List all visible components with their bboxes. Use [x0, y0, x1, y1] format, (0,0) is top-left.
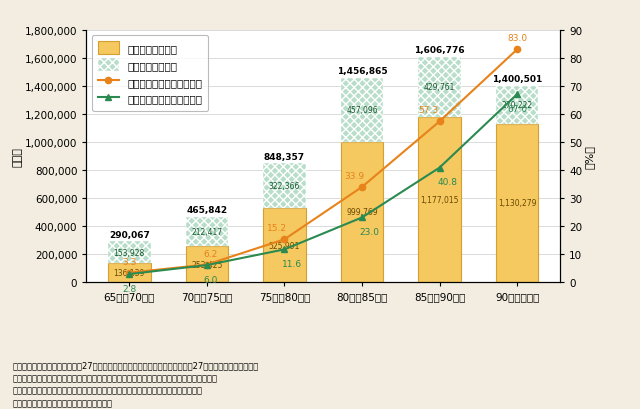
- Text: 848,357: 848,357: [264, 152, 305, 161]
- Y-axis label: （人）: （人）: [12, 146, 22, 166]
- Y-axis label: （%）: （%）: [585, 144, 595, 169]
- Text: （備考）１．厚生労働省「平成27年度介護保険事業状況報告」，総務省「平成27年国勢調査」より作成。
　　　　２．認定者とは，要支援１～２，要介護１～５に認定され: （備考）１．厚生労働省「平成27年度介護保険事業状況報告」，総務省「平成27年国…: [13, 361, 259, 407]
- Text: 15.2: 15.2: [267, 224, 287, 233]
- Text: 253,425: 253,425: [191, 260, 223, 269]
- Bar: [340, 79, 383, 142]
- Text: 457,096: 457,096: [346, 106, 378, 115]
- Legend: 認定者数（女性）, 認定者数（男性）, 認定率（女性）（右目盛）, 認定率（男性）（右目盛）: 認定者数（女性）, 認定者数（男性）, 認定率（女性）（右目盛）, 認定率（男性…: [92, 36, 208, 112]
- Bar: [496, 86, 538, 124]
- Text: 525,991: 525,991: [269, 241, 300, 250]
- Text: 67.0: 67.0: [507, 105, 527, 114]
- Text: 1,400,501: 1,400,501: [492, 75, 542, 84]
- Text: 270,222: 270,222: [502, 101, 532, 110]
- Bar: [418, 118, 461, 282]
- Text: 6.2: 6.2: [204, 249, 218, 258]
- Bar: [263, 209, 306, 282]
- Text: 83.0: 83.0: [507, 34, 527, 43]
- Text: 6.0: 6.0: [204, 275, 218, 284]
- Text: 999,769: 999,769: [346, 208, 378, 217]
- Text: 322,366: 322,366: [269, 182, 300, 191]
- Bar: [418, 58, 461, 118]
- Text: 33.9: 33.9: [344, 171, 364, 180]
- Bar: [186, 217, 228, 247]
- Text: 153,928: 153,928: [114, 248, 145, 257]
- Text: 465,842: 465,842: [186, 206, 227, 215]
- Bar: [340, 142, 383, 282]
- Bar: [263, 164, 306, 209]
- Text: 136,139: 136,139: [113, 268, 145, 277]
- Text: 290,067: 290,067: [109, 230, 150, 239]
- Bar: [108, 242, 150, 263]
- Text: 1,130,279: 1,130,279: [498, 199, 536, 208]
- Bar: [496, 124, 538, 282]
- Bar: [108, 263, 150, 282]
- Text: 1,606,776: 1,606,776: [414, 46, 465, 55]
- Bar: [186, 247, 228, 282]
- Text: 212,417: 212,417: [191, 227, 222, 236]
- Text: 1,177,015: 1,177,015: [420, 196, 459, 204]
- Text: 57.3: 57.3: [418, 106, 438, 115]
- Text: 429,761: 429,761: [424, 83, 455, 92]
- Text: 40.8: 40.8: [437, 178, 458, 187]
- Text: 3.3: 3.3: [122, 257, 136, 266]
- Text: 2.8: 2.8: [122, 284, 136, 293]
- Text: 11.6: 11.6: [282, 260, 302, 269]
- Text: 23.0: 23.0: [360, 228, 380, 237]
- Text: 1,456,865: 1,456,865: [337, 67, 387, 76]
